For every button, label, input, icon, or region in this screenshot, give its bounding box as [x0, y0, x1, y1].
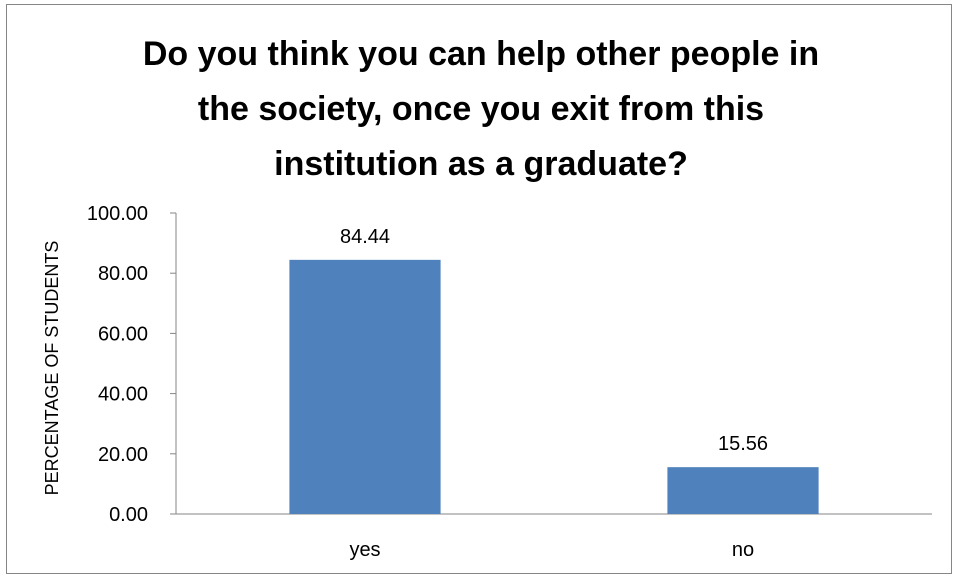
- y-tick-label: 20.00: [98, 444, 148, 466]
- bar-no: [667, 467, 819, 514]
- y-tick-label: 60.00: [98, 323, 148, 345]
- bar-yes: [289, 259, 441, 514]
- chart-title-line-2: the society, once you exit from this: [198, 90, 764, 128]
- y-tick-label: 0.00: [109, 504, 148, 526]
- y-tick-label: 100.00: [87, 203, 148, 225]
- y-axis-title: PERCENTAGE OF STUDENTS: [42, 241, 62, 496]
- x-tick-label-yes: yes: [349, 539, 380, 561]
- chart-title: Do you think you can help other people i…: [143, 35, 819, 183]
- chart-title-line-1: Do you think you can help other people i…: [143, 35, 819, 73]
- plot-area: 0.00 20.00 40.00 60.00 80.00 100.00 84.44 yes 15…: [87, 203, 932, 561]
- data-label-yes: 84.44: [340, 226, 390, 248]
- y-tick-label: 80.00: [98, 263, 148, 285]
- data-label-no: 15.56: [718, 433, 768, 455]
- x-tick-label-no: no: [732, 539, 754, 561]
- y-tick-label: 40.00: [98, 384, 148, 406]
- chart-title-line-3: institution as a graduate?: [274, 145, 688, 183]
